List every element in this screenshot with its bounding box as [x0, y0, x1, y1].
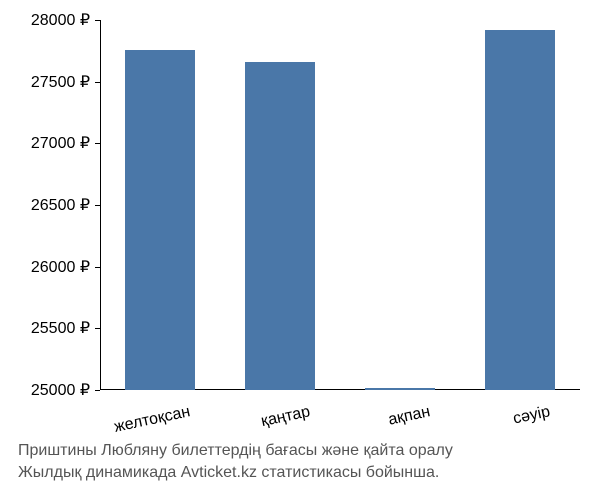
- y-tick-label: 27500 ₽: [31, 72, 90, 92]
- bar: [365, 388, 435, 390]
- y-tick: [95, 143, 100, 144]
- chart-caption: Приштины Любляну билеттердің бағасы және…: [18, 440, 598, 485]
- y-tick-label: 28000 ₽: [31, 10, 90, 30]
- x-tick-label: қаңтар: [220, 403, 312, 439]
- plot-area: [100, 20, 580, 390]
- bar: [245, 62, 315, 390]
- chart-container: 25000 ₽ 25500 ₽ 26000 ₽ 26500 ₽ 27000 ₽ 27500…: [0, 0, 600, 500]
- bar: [125, 50, 195, 390]
- y-tick-label: 26500 ₽: [31, 195, 90, 215]
- caption-line-1: Приштины Любляну билеттердің бағасы және…: [18, 440, 598, 462]
- x-tick-label: желтоқсан: [100, 403, 192, 439]
- y-tick-label: 27000 ₽: [31, 133, 90, 153]
- y-tick-label: 25000 ₽: [31, 380, 90, 400]
- y-tick-label: 25500 ₽: [31, 318, 90, 338]
- y-tick: [95, 205, 100, 206]
- y-tick: [95, 20, 100, 21]
- y-tick-label: 26000 ₽: [31, 257, 90, 277]
- y-axis: 25000 ₽25500 ₽26000 ₽26500 ₽27000 ₽27500…: [0, 20, 95, 390]
- caption-line-2: Жылдық динамикада Avticket.kz статистика…: [18, 462, 598, 484]
- y-tick: [95, 82, 100, 83]
- y-tick: [95, 390, 100, 391]
- x-tick-label: ақпан: [340, 403, 432, 439]
- x-tick-label: сәуір: [460, 403, 552, 439]
- y-tick: [95, 267, 100, 268]
- y-tick: [95, 328, 100, 329]
- x-axis: желтоқсанқаңтарақпансәуір: [100, 395, 580, 435]
- y-axis-line: [100, 20, 101, 390]
- bar: [485, 30, 555, 390]
